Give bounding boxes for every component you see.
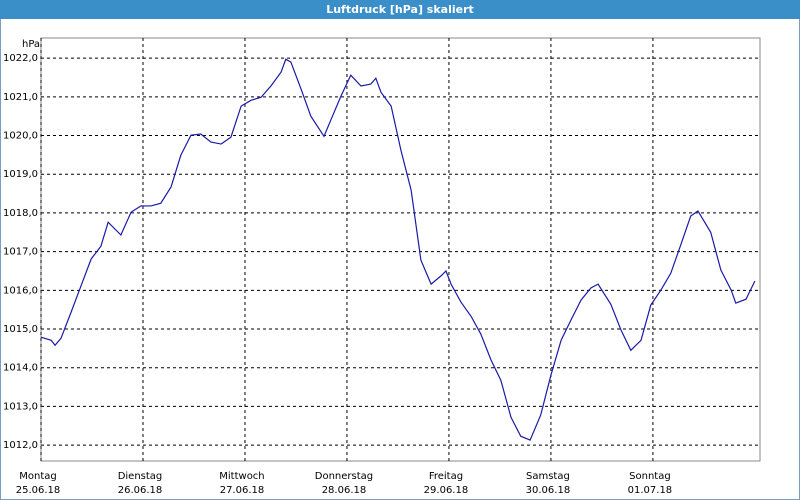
y-tick-label: 1022,0 <box>3 53 38 64</box>
x-tick-label: Donnerstag <box>315 471 373 482</box>
y-tick-label: 1017,0 <box>3 247 38 258</box>
x-tick-date: 25.06.18 <box>16 485 61 496</box>
x-tick-label: Freitag <box>429 471 463 482</box>
x-tick-date: 26.06.18 <box>118 485 163 496</box>
y-tick-label: 1021,0 <box>3 92 38 103</box>
x-tick-label: Montag <box>19 471 56 482</box>
x-tick-label: Dienstag <box>118 471 163 482</box>
x-tick-date: 28.06.18 <box>322 485 367 496</box>
y-tick-label: 1015,0 <box>3 324 38 335</box>
x-tick-date: 27.06.18 <box>220 485 265 496</box>
y-tick-label: 1014,0 <box>3 363 38 374</box>
x-tick-date: 30.06.18 <box>526 485 571 496</box>
x-tick-label: Sonntag <box>629 471 671 482</box>
y-axis-label: hPa <box>22 39 40 50</box>
chart-title: Luftdruck [hPa] skaliert <box>326 3 474 16</box>
data-line <box>40 58 756 441</box>
y-tick-label: 1018,0 <box>3 208 38 219</box>
y-tick-label: 1013,0 <box>3 401 38 412</box>
x-tick-label: Mittwoch <box>219 471 264 482</box>
y-tick-label: 1019,0 <box>3 169 38 180</box>
x-tick-date: 29.06.18 <box>424 485 469 496</box>
title-bar <box>0 0 800 19</box>
x-tick-date: 01.07.18 <box>628 485 673 496</box>
y-tick-label: 1012,0 <box>3 440 38 451</box>
y-tick-label: 1020,0 <box>3 131 38 142</box>
y-tick-label: 1016,0 <box>3 285 38 296</box>
x-tick-label: Samstag <box>526 471 570 482</box>
